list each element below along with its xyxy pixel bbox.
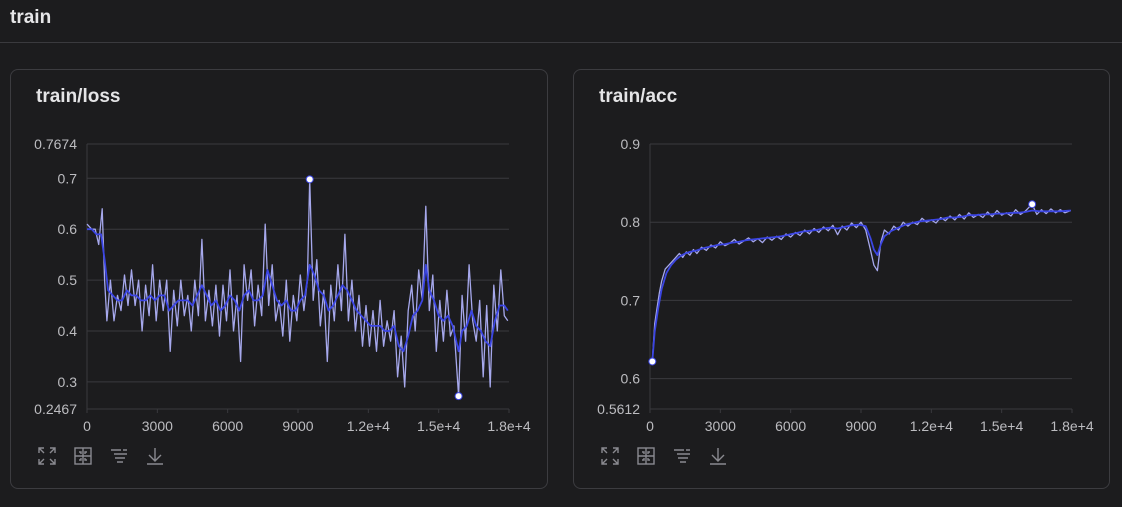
chart-card-acc: train/acc 0.6 0.7 0.8 0.9 0.5612 0 3000 6000 900… xyxy=(573,69,1110,489)
section-title: train xyxy=(10,7,52,28)
x-tick-label: 9000 xyxy=(845,418,876,434)
chart-toolbar xyxy=(35,444,167,468)
chart-card-loss: train/loss 0.3 0.4 0.5 0.6 0.7 0.7674 0.2467 0 3… xyxy=(10,69,548,489)
y-tick-label: 0.8 xyxy=(621,214,641,230)
chart-title: train/loss xyxy=(36,86,121,107)
x-tick-label: 3000 xyxy=(142,418,173,434)
loss-chart[interactable]: 0.3 0.4 0.5 0.6 0.7 0.7674 0.2467 0 3000 6000 9000… xyxy=(11,70,547,488)
x-tick-label: 9000 xyxy=(282,418,313,434)
highlight-point xyxy=(454,392,463,401)
x-tick-label: 0 xyxy=(646,418,654,434)
y-tick-label: 0.4 xyxy=(58,323,78,339)
x-tick-label: 6000 xyxy=(775,418,806,434)
fit-domain-button[interactable] xyxy=(71,444,95,468)
download-icon xyxy=(710,448,726,465)
y-min-label: 0.5612 xyxy=(597,401,640,417)
y-tick-label: 0.7 xyxy=(58,170,78,186)
x-tick-label: 1.8e+4 xyxy=(1050,418,1093,434)
chart-toolbar xyxy=(598,444,730,468)
y-tick-label: 0.3 xyxy=(58,374,78,390)
filter-icon xyxy=(111,449,127,463)
x-tick-label: 1.2e+4 xyxy=(347,418,390,434)
filter-button[interactable] xyxy=(107,444,131,468)
filter-icon xyxy=(674,449,690,463)
fit-domain-button[interactable] xyxy=(634,444,658,468)
filter-button[interactable] xyxy=(670,444,694,468)
expand-button[interactable] xyxy=(598,444,622,468)
x-tick-label: 1.5e+4 xyxy=(417,418,460,434)
x-tick-label: 1.8e+4 xyxy=(487,418,530,434)
download-button[interactable] xyxy=(143,444,167,468)
y-tick-label: 0.6 xyxy=(58,221,78,237)
expand-icon xyxy=(601,447,619,465)
x-tick-label: 0 xyxy=(83,418,91,434)
expand-button[interactable] xyxy=(35,444,59,468)
download-button[interactable] xyxy=(706,444,730,468)
fit-icon xyxy=(74,447,92,465)
y-max-label: 0.7674 xyxy=(34,136,77,152)
raw-series-line xyxy=(86,178,509,397)
highlight-point xyxy=(305,175,314,184)
smoothed-series-line xyxy=(87,228,509,353)
y-min-label: 0.2467 xyxy=(34,401,77,417)
chart-title: train/acc xyxy=(599,86,678,107)
raw-series-line xyxy=(651,203,1072,362)
x-tick-label: 1.2e+4 xyxy=(910,418,953,434)
x-tick-label: 3000 xyxy=(705,418,736,434)
expand-icon xyxy=(38,447,56,465)
download-icon xyxy=(147,448,163,465)
highlight-point xyxy=(648,357,657,366)
y-tick-label: 0.5 xyxy=(58,272,78,288)
smoothed-series-line xyxy=(651,209,1071,362)
y-tick-label: 0.9 xyxy=(621,136,641,152)
acc-chart[interactable]: 0.6 0.7 0.8 0.9 0.5612 0 3000 6000 9000 1.2e+4 1.5… xyxy=(574,70,1109,488)
y-tick-label: 0.7 xyxy=(621,292,641,308)
fit-icon xyxy=(637,447,655,465)
x-tick-label: 6000 xyxy=(212,418,243,434)
highlight-point xyxy=(1028,200,1037,209)
y-tick-label: 0.6 xyxy=(621,371,641,387)
x-tick-label: 1.5e+4 xyxy=(980,418,1023,434)
section-header: train xyxy=(0,0,1122,43)
